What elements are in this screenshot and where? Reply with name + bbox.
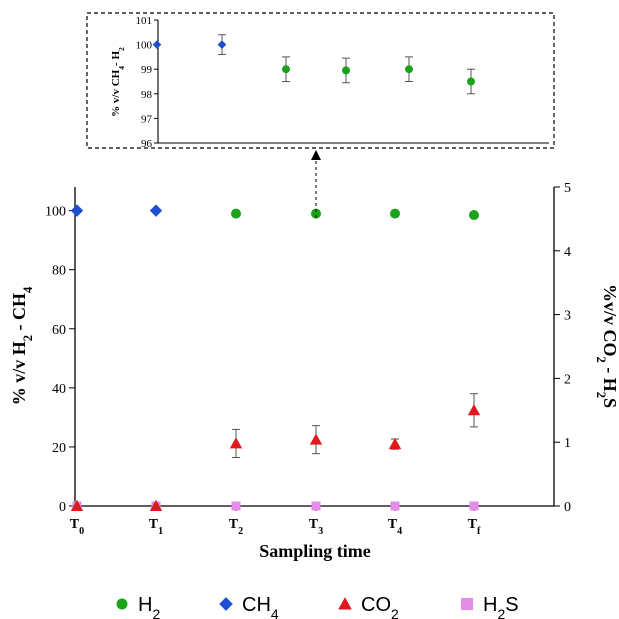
x-tick-label: T2 <box>229 517 243 537</box>
data-point <box>311 208 321 219</box>
left-tick-label: 40 <box>52 382 66 397</box>
inset-tick-label: 101 <box>136 15 153 27</box>
inset-frame <box>86 12 555 149</box>
data-point <box>309 433 323 445</box>
inset-tick-label: 97 <box>141 113 153 125</box>
data-point <box>149 204 163 217</box>
legend-item: H2 <box>116 594 160 619</box>
inset-data-point <box>217 40 227 49</box>
legend-item: CH4 <box>219 594 279 619</box>
legend-item: H2S <box>461 594 519 619</box>
y-left-axis-label: % v/v H2 - CH4 <box>9 286 35 405</box>
right-tick-label: 5 <box>564 181 571 196</box>
inset-tick-label: 100 <box>136 40 153 52</box>
legend-item: CO2 <box>338 594 399 619</box>
inset-data-point <box>152 40 162 49</box>
inset-tick-label: 98 <box>141 89 153 101</box>
inset-tick-label: 99 <box>141 64 153 76</box>
data-point <box>231 501 241 511</box>
inset-data-point <box>282 65 290 74</box>
legend-marker <box>461 598 473 610</box>
right-tick-label: 0 <box>564 500 571 515</box>
inset-y-axis-label: % v/v CH4- H2 <box>110 47 126 117</box>
data-point <box>231 208 241 219</box>
inset-plot: 96 97 98 99 100 101 % v/v CH4- H2 <box>86 12 555 150</box>
x-tick-label: T1 <box>149 517 163 537</box>
data-point <box>467 404 481 416</box>
left-tick-label: 100 <box>45 205 66 220</box>
legend-label: CO2 <box>361 594 399 619</box>
legend-label: CH4 <box>242 594 279 619</box>
data-point <box>70 204 84 217</box>
right-tick-label: 4 <box>564 245 571 260</box>
left-tick-label: 0 <box>59 500 66 515</box>
x-tick-label: Tf <box>468 517 481 537</box>
x-tick-label: T0 <box>70 517 84 537</box>
legend-marker <box>338 597 352 610</box>
inset-data-point <box>342 66 350 75</box>
data-point <box>390 501 400 511</box>
legend-marker <box>219 597 233 611</box>
left-tick-label: 20 <box>52 441 66 456</box>
legend-label: H2S <box>483 594 519 619</box>
data-point <box>469 210 479 221</box>
x-axis-label: Sampling time <box>259 541 371 561</box>
inset-tick-label: 96 <box>141 138 153 150</box>
data-point <box>469 501 479 511</box>
data-point <box>390 208 400 219</box>
data-point <box>388 437 402 450</box>
inset-data-point <box>467 77 475 86</box>
arrow-head-icon <box>311 150 321 160</box>
inset-data-point <box>405 65 413 74</box>
data-point <box>149 499 163 511</box>
right-tick-label: 3 <box>564 309 571 324</box>
data-point <box>70 499 84 511</box>
left-tick-label: 60 <box>52 323 66 338</box>
right-tick-label: 1 <box>564 436 571 451</box>
data-point <box>229 437 243 449</box>
x-tick-label: T4 <box>388 517 402 537</box>
right-tick-label: 2 <box>564 372 571 387</box>
x-tick-label: T3 <box>309 517 323 537</box>
data-point <box>311 501 321 511</box>
legend-label: H2 <box>138 594 160 619</box>
main-plot: 0 20 40 60 80 100 0 1 2 3 4 5 T0 T1 T2 T3 T4 Tf Sampling t… <box>9 181 619 561</box>
legend: H2 CH4 CO2 H2S <box>116 594 519 619</box>
left-tick-label: 80 <box>52 264 66 279</box>
y-right-axis-label: %v/v CO2 - H2S <box>594 284 619 408</box>
legend-marker <box>116 598 128 610</box>
